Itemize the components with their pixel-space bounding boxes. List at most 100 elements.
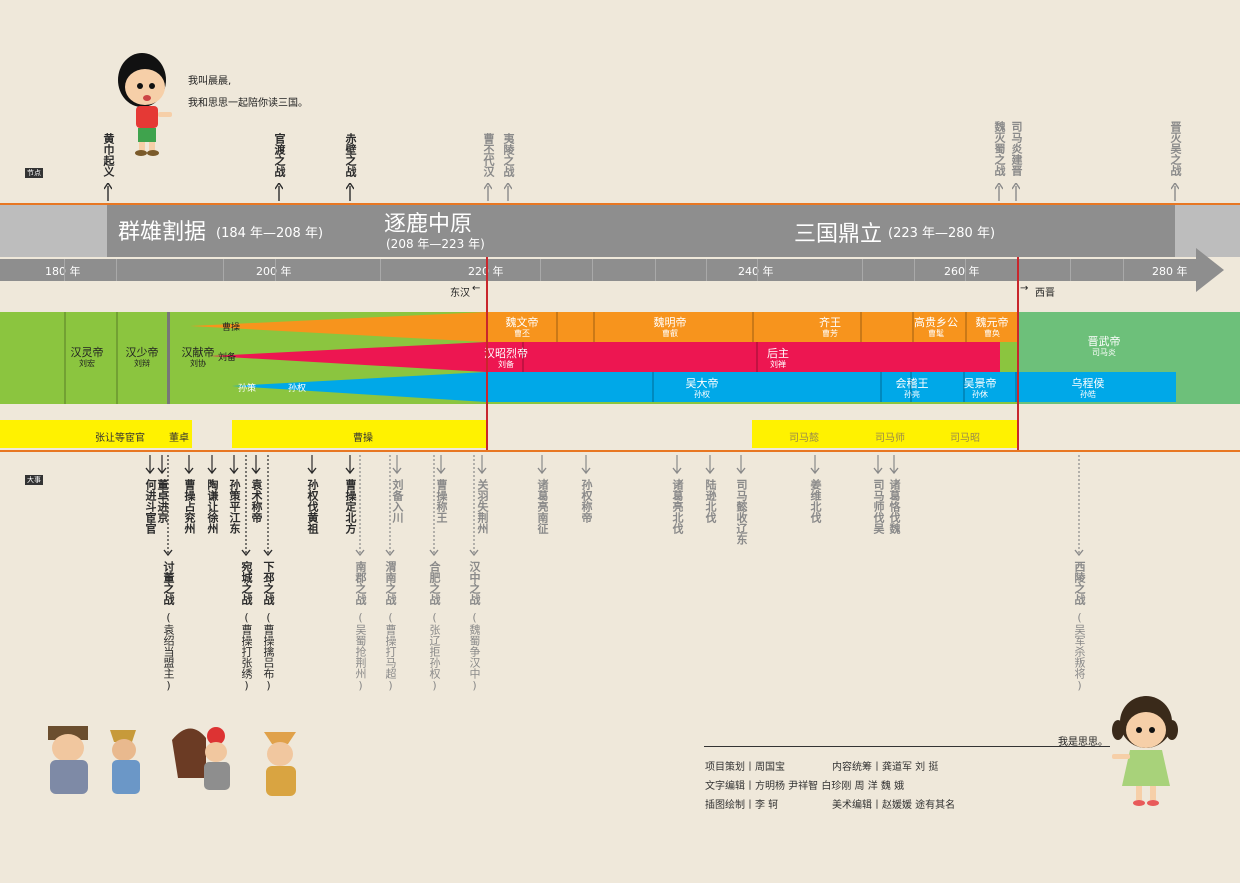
- affair-label: 司马懿收辽东: [735, 479, 748, 545]
- affair-arrow: [469, 455, 479, 559]
- affair-sub-label: (魏蜀争汉中): [468, 611, 481, 692]
- chenchen-speech-1: 我叫晨晨,: [188, 76, 232, 87]
- affair-label: 曹操称王: [435, 479, 448, 523]
- affair-label: 讨董之战: [162, 561, 175, 605]
- affair-label: 诸葛亮南征: [536, 479, 549, 534]
- affair-arrow: [145, 455, 155, 477]
- ruler-title: 汉献帝: [181, 346, 215, 359]
- key-event-label: 夷陵之战: [502, 133, 515, 177]
- time-tick-label: 180 年: [45, 265, 81, 278]
- ruler-name: 刘辩: [134, 359, 150, 368]
- time-grid-line: [380, 259, 381, 281]
- ruler-title: 乌程侯: [1071, 377, 1105, 390]
- state-divider: [522, 342, 524, 372]
- ruler-title: 汉昭烈帝: [484, 347, 528, 360]
- time-grid-line: [706, 259, 707, 281]
- key-event-label: 司马炎建晋: [1010, 121, 1023, 176]
- affair-arrow: [672, 455, 682, 477]
- time-tick-label: 280 年: [1152, 265, 1188, 278]
- ruler-title: 齐王: [819, 316, 841, 329]
- affair-label: 陶谦让徐州: [206, 479, 219, 534]
- affair-sub-label: (曹操打马超): [384, 611, 397, 692]
- key-event-arrow: [103, 181, 113, 201]
- time-grid-line: [540, 259, 541, 281]
- ruler-title: 魏文帝: [505, 316, 539, 329]
- power-band-cao: [232, 420, 486, 448]
- affair-arrow: [263, 455, 273, 559]
- credit-art: 美术编辑丨赵媛媛 途有其名: [832, 800, 956, 811]
- shu-band: [486, 342, 1000, 372]
- key-event-label: 魏灭蜀之战: [993, 121, 1006, 176]
- period-3-years: (223 年—280 年): [888, 226, 996, 241]
- wu-founder-label: 孙策: [238, 384, 257, 394]
- affair-label: 合肥之战: [428, 561, 441, 605]
- affair-sub-label: (张辽拒孙权): [428, 611, 441, 692]
- affair-label: 孙权称帝: [580, 479, 593, 523]
- ruler-title: 魏元帝: [975, 316, 1009, 329]
- ruler-title: 魏明帝: [653, 316, 687, 329]
- affair-label: 诸葛恪伐魏: [888, 479, 901, 534]
- affair-sub-label: (曹操打张绣): [240, 611, 253, 692]
- east-han-label: 东汉: [450, 288, 470, 299]
- key-event-arrow: [1011, 181, 1021, 201]
- divider-265: [1017, 257, 1019, 450]
- affair-arrow: [345, 455, 355, 477]
- affair-arrow: [184, 455, 194, 477]
- affair-label: 下邳之战: [262, 561, 275, 605]
- affair-label: 孙策平江东: [228, 479, 241, 534]
- affair-label: 南郡之战: [354, 561, 367, 605]
- time-grid-line: [223, 259, 224, 281]
- period-3-name: 三国鼎立: [794, 222, 883, 247]
- affair-label: 刘备入川: [391, 479, 404, 523]
- affair-arrow: [477, 455, 487, 477]
- time-grid-line: [862, 259, 863, 281]
- affair-arrow: [429, 455, 439, 559]
- credit-project: 项目策划丨周国宝: [705, 762, 785, 773]
- wei-founder-label: 曹操: [222, 323, 241, 333]
- time-grid-line: [914, 259, 915, 281]
- wei-band: [486, 312, 1018, 342]
- state-divider: [64, 312, 66, 404]
- affair-arrow: [241, 455, 251, 559]
- affair-label: 曹操占兖州: [183, 479, 196, 534]
- time-grid-line: [64, 259, 65, 281]
- affair-arrow: [229, 455, 239, 477]
- ruler-title: 吴景帝: [963, 377, 997, 390]
- credits-divider: [704, 746, 1110, 747]
- power-label: 司马昭: [950, 433, 980, 444]
- state-divider: [752, 312, 754, 342]
- ruler-title: 会稽王: [895, 377, 929, 390]
- affair-label: 关羽失荆州: [476, 479, 489, 534]
- ruler-name: 孙皓: [1080, 390, 1096, 399]
- affair-label: 孙权伐黄祖: [306, 479, 319, 534]
- affairs-accent-line: [0, 450, 1240, 452]
- time-grid-line: [655, 259, 656, 281]
- affair-label: 陆逊北伐: [704, 479, 717, 523]
- affair-sub-label: (袁绍当盟主): [162, 611, 175, 692]
- affair-label: 司马师伐吴: [872, 479, 885, 534]
- time-tick-label: 220 年: [468, 265, 504, 278]
- power-label: 司马师: [875, 433, 905, 444]
- affair-arrow: [736, 455, 746, 477]
- power-label: 董卓: [169, 433, 189, 444]
- affair-label: 西陵之战: [1073, 561, 1086, 605]
- ruler-name: 曹芳: [822, 329, 838, 338]
- state-divider: [593, 312, 595, 342]
- ruler-title: 高贵乡公: [914, 316, 958, 329]
- power-band-sima: [752, 420, 1018, 448]
- ruler-title: 晋武帝: [1087, 335, 1121, 348]
- time-tick-label: 260 年: [944, 265, 980, 278]
- chenchen-illustration: [110, 42, 182, 157]
- sisi-speech: 我是思思。: [1058, 737, 1108, 748]
- key-event-label: 官渡之战: [273, 133, 286, 177]
- affair-label: 何进斗宦官: [144, 479, 157, 534]
- credit-content: 内容统筹丨龚道军 刘 挺: [832, 762, 939, 773]
- period-2-years: (208 年—223 年): [386, 237, 485, 251]
- west-jin-label: 西晋: [1035, 288, 1055, 299]
- time-grid-line: [116, 259, 117, 281]
- period-bar-main: [107, 205, 1175, 257]
- sisi-illustration: [1108, 690, 1178, 810]
- key-event-arrow: [345, 181, 355, 201]
- period-2-name: 逐鹿中原: [384, 212, 473, 237]
- state-divider: [880, 372, 882, 402]
